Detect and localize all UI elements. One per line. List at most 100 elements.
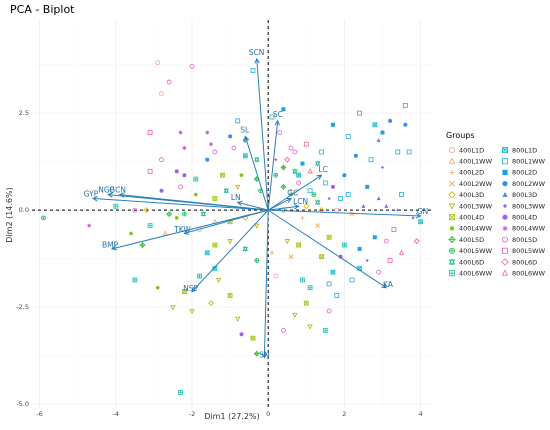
variable-arrow-ln: LN (231, 193, 269, 211)
data-point-400l6ww (147, 223, 153, 229)
data-point-800l2d (372, 235, 377, 240)
data-point-800l3ww (274, 158, 278, 162)
data-point-800l5d (376, 269, 382, 275)
data-point-400l1d (155, 60, 161, 66)
legend-marker (448, 191, 456, 199)
data-point-800l3ww (396, 208, 400, 212)
data-point-800l1ww (269, 114, 275, 120)
legend-item-800l1d: 800L1D (501, 146, 537, 154)
data-point-400l4ww (129, 231, 134, 236)
data-point-800l1ww (368, 157, 374, 163)
legend-label: 400L1WW (459, 158, 493, 166)
data-point-800l3d (376, 196, 381, 201)
data-point-400l5ww (181, 211, 187, 217)
variable-arrow-gcn: GCN (109, 185, 269, 211)
data-point-400l4d (212, 196, 218, 201)
data-point-800l4d (174, 169, 179, 174)
legend-marker (501, 247, 508, 254)
data-point-800l1ww (357, 110, 363, 116)
data-point-800l3d (384, 204, 389, 208)
data-point-800l1d (330, 269, 336, 275)
data-point-400l6ww (307, 285, 313, 291)
data-point-400l4d (319, 254, 324, 260)
data-point-400l1d (273, 273, 279, 279)
data-point-400l3ww (189, 309, 195, 315)
legend-label: 800L4D (512, 214, 537, 222)
data-point-800l1ww (399, 192, 404, 198)
data-point-800l1ww (307, 188, 313, 194)
data-point-800l1ww (406, 149, 412, 155)
legend-marker (449, 169, 455, 175)
data-point-400l6d (315, 160, 321, 167)
x-tick-label: 4 (419, 410, 423, 418)
variable-label: GN (417, 207, 428, 216)
data-point-400l6d (254, 156, 260, 163)
data-point-400l5d (139, 242, 146, 249)
legend-marker (448, 146, 455, 153)
data-point-400l2d (289, 188, 294, 193)
data-point-800l1d (242, 153, 248, 159)
legend-label: 800L3WW (512, 202, 546, 210)
legend-item-800l3d: 800L3D (502, 191, 537, 199)
data-point-400l6ww (197, 273, 203, 279)
data-point-800l4d (239, 332, 244, 337)
legend: Groups 400L1D 400L1WW 400L2D 400L2WW 400L3D 4… (446, 131, 546, 278)
y-tick-label: 0.0 (19, 206, 29, 214)
legend-label: 800L5WW (512, 247, 546, 255)
legend-marker (501, 158, 508, 165)
data-point-400l2d (300, 215, 305, 220)
legend-marker (502, 225, 508, 231)
legend-label: 800L3D (512, 191, 537, 199)
legend-marker (502, 214, 508, 220)
data-point-400l3ww (254, 223, 260, 229)
data-point-800l1d (418, 219, 423, 225)
legend-item-400l4ww: 400L4WW (449, 225, 493, 233)
legend-item-800l4ww: 800L4WW (502, 225, 546, 233)
data-point-800l5d (178, 184, 183, 190)
data-point-800l2ww (205, 157, 210, 162)
data-point-800l5d (159, 157, 164, 163)
data-point-400l5ww (311, 192, 317, 198)
data-point-800l1ww (326, 281, 332, 287)
data-point-800l3d (361, 204, 366, 208)
grid (32, 20, 432, 408)
data-point-400l5d (280, 183, 287, 190)
data-point-800l1ww (235, 118, 241, 124)
legend-item-400l3d: 400L3D (448, 191, 484, 199)
data-point-800l4d (338, 254, 343, 259)
variable-label: TKW (173, 225, 191, 234)
legend-label: 800L5D (512, 236, 537, 244)
data-point-800l1d (204, 250, 210, 256)
data-point-800l1ww (338, 196, 343, 201)
data-point-400l6ww (300, 277, 305, 283)
data-point-400l4d (227, 293, 233, 298)
variable-arrow-bmp: BMP (102, 209, 269, 251)
data-point-800l5ww (303, 141, 309, 147)
legend-marker (448, 247, 455, 254)
y-tick-label: -2.5 (16, 303, 29, 311)
variable-label: KA (383, 280, 394, 289)
data-point-800l5ww (387, 258, 393, 263)
data-point-800l1ww (250, 68, 256, 73)
data-point-800l2d (365, 184, 370, 189)
x-tick-label: -2 (189, 410, 195, 418)
legend-marker (502, 191, 508, 197)
legend-item-800l6ww: 800L6WW (501, 269, 546, 278)
axis-ticks: -6 -4 -2 0 2 4 -5.0 -2.5 0.0 2.5 (16, 109, 422, 418)
legend-label: 800L2D (512, 169, 537, 177)
legend-marker (449, 180, 455, 187)
data-point-400l5d (253, 350, 260, 357)
variable-arrow-gyp: GYP (84, 189, 269, 211)
variable-label: BMP (102, 240, 119, 249)
data-point-800l4d (159, 188, 164, 193)
data-point-400l3d (303, 203, 310, 210)
legend-label: 400L1D (459, 146, 484, 154)
data-point-800l4ww (87, 223, 92, 228)
legend-marker (501, 258, 509, 266)
y-tick-label: -5.0 (16, 400, 29, 408)
data-point-800l6d (413, 238, 420, 245)
data-point-400l4d (250, 335, 256, 341)
data-point-400l3d (143, 207, 150, 214)
legend-item-800l6d: 800L6D (501, 258, 537, 266)
data-point-400l2ww (288, 254, 294, 259)
